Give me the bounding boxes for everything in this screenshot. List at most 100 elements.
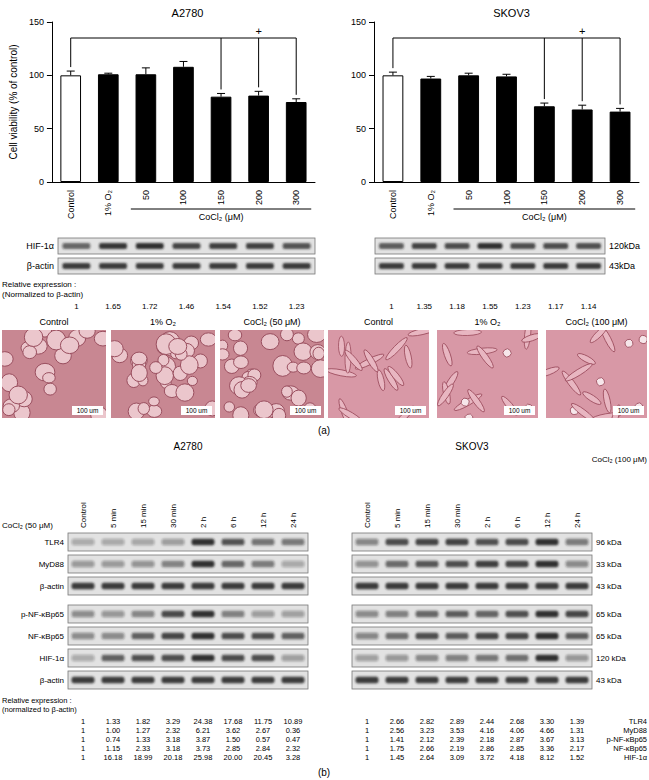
svg-text:2.44: 2.44 <box>480 717 495 726</box>
svg-text:Control: Control <box>39 317 68 327</box>
svg-text:300: 300 <box>615 190 625 205</box>
svg-text:33 kDa: 33 kDa <box>596 560 622 569</box>
svg-text:1.35: 1.35 <box>416 302 432 311</box>
svg-text:2.33: 2.33 <box>136 744 151 753</box>
svg-text:96 kDa: 96 kDa <box>596 538 622 547</box>
svg-text:100 um: 100 um <box>618 407 640 414</box>
svg-text:β-actin: β-actin <box>40 582 64 591</box>
svg-text:1.54: 1.54 <box>215 302 231 311</box>
svg-text:1: 1 <box>365 735 369 744</box>
svg-text:43kDa: 43kDa <box>609 261 635 271</box>
svg-text:2.85: 2.85 <box>510 744 525 753</box>
svg-text:3.28: 3.28 <box>286 753 301 762</box>
svg-text:HIF-1α: HIF-1α <box>39 654 64 663</box>
svg-text:2.82: 2.82 <box>420 717 435 726</box>
svg-text:(a): (a) <box>318 425 330 436</box>
svg-text:20.45: 20.45 <box>254 753 273 762</box>
svg-text:1: 1 <box>81 726 85 735</box>
svg-text:150: 150 <box>29 17 44 27</box>
svg-text:1% O₂: 1% O₂ <box>474 317 501 327</box>
svg-text:30 min: 30 min <box>453 504 462 528</box>
svg-text:100 um: 100 um <box>77 407 99 414</box>
svg-text:3.18: 3.18 <box>166 735 181 744</box>
svg-text:1.45: 1.45 <box>390 753 405 762</box>
svg-text:1: 1 <box>81 744 85 753</box>
svg-text:1.39: 1.39 <box>570 717 585 726</box>
svg-text:20.18: 20.18 <box>164 753 183 762</box>
svg-text:NF-κBp65: NF-κBp65 <box>613 744 647 753</box>
svg-text:Relative expression :: Relative expression : <box>2 696 72 705</box>
svg-text:1: 1 <box>365 726 369 735</box>
svg-text:TLR4: TLR4 <box>629 717 647 726</box>
svg-text:24 h: 24 h <box>573 512 582 528</box>
svg-text:CoCl₂ (100 μM): CoCl₂ (100 μM) <box>565 317 627 327</box>
svg-text:1.27: 1.27 <box>136 726 151 735</box>
svg-text:A2780: A2780 <box>174 441 203 452</box>
svg-text:2.66: 2.66 <box>390 717 405 726</box>
svg-text:24 h: 24 h <box>289 512 298 528</box>
svg-text:SKOV3: SKOV3 <box>455 441 489 452</box>
svg-text:2.32: 2.32 <box>286 744 301 753</box>
svg-text:43 kDa: 43 kDa <box>596 676 622 685</box>
svg-text:1.23: 1.23 <box>515 302 531 311</box>
svg-text:3.29: 3.29 <box>166 717 181 726</box>
svg-text:2.19: 2.19 <box>450 744 465 753</box>
svg-text:3.72: 3.72 <box>480 753 495 762</box>
svg-text:CoCl₂ (50 μM): CoCl₂ (50 μM) <box>2 521 53 530</box>
svg-text:150: 150 <box>216 190 226 205</box>
svg-text:1.55: 1.55 <box>482 302 498 311</box>
svg-text:1.50: 1.50 <box>226 735 241 744</box>
svg-text:1: 1 <box>365 753 369 762</box>
svg-text:3.67: 3.67 <box>540 735 555 744</box>
svg-text:2 h: 2 h <box>483 517 492 528</box>
svg-text:1: 1 <box>81 753 85 762</box>
svg-text:1.46: 1.46 <box>179 302 195 311</box>
svg-text:2.17: 2.17 <box>570 744 585 753</box>
svg-text:100: 100 <box>502 190 512 205</box>
svg-text:3.13: 3.13 <box>570 735 585 744</box>
svg-text:CoCl₂ (μM): CoCl₂ (μM) <box>199 212 244 222</box>
svg-text:3.62: 3.62 <box>226 726 241 735</box>
svg-text:5 min: 5 min <box>109 508 118 528</box>
svg-text:2.12: 2.12 <box>420 735 435 744</box>
svg-text:30 min: 30 min <box>169 504 178 528</box>
svg-text:2.64: 2.64 <box>420 753 435 762</box>
svg-text:5 min: 5 min <box>393 508 402 528</box>
svg-text:150: 150 <box>539 190 549 205</box>
svg-text:4.16: 4.16 <box>480 726 495 735</box>
svg-text:2.68: 2.68 <box>510 717 525 726</box>
svg-text:+: + <box>255 25 261 37</box>
svg-text:Cell viability (% of control): Cell viability (% of control) <box>8 44 19 159</box>
svg-text:1: 1 <box>365 744 369 753</box>
svg-text:1.00: 1.00 <box>106 726 121 735</box>
svg-text:3.36: 3.36 <box>540 744 555 753</box>
svg-text:20.00: 20.00 <box>224 753 243 762</box>
svg-text:50: 50 <box>34 124 44 134</box>
svg-text:p-NF-κBp65: p-NF-κBp65 <box>607 735 647 744</box>
svg-text:SKOV3: SKOV3 <box>493 7 530 19</box>
svg-text:3.73: 3.73 <box>196 744 211 753</box>
svg-text:120kDa: 120kDa <box>609 241 640 251</box>
svg-text:1.75: 1.75 <box>390 744 405 753</box>
svg-text:1% O₂: 1% O₂ <box>150 317 177 327</box>
svg-text:(b): (b) <box>318 767 330 778</box>
svg-text:β-actin: β-actin <box>40 676 64 685</box>
svg-text:0: 0 <box>39 177 44 187</box>
svg-text:2.67: 2.67 <box>256 726 271 735</box>
svg-text:120 kDa: 120 kDa <box>596 654 626 663</box>
svg-text:β-actin: β-actin <box>27 261 54 271</box>
svg-text:1.15: 1.15 <box>106 744 121 753</box>
svg-text:3.30: 3.30 <box>540 717 555 726</box>
svg-text:2.32: 2.32 <box>166 726 181 735</box>
svg-text:TLR4: TLR4 <box>44 538 64 547</box>
svg-text:MyD88: MyD88 <box>39 560 65 569</box>
svg-text:3.53: 3.53 <box>450 726 465 735</box>
svg-text:HIF-1α: HIF-1α <box>624 753 648 762</box>
svg-text:3.23: 3.23 <box>420 726 435 735</box>
svg-text:p-NF-κBp65: p-NF-κBp65 <box>21 610 65 619</box>
svg-text:3.09: 3.09 <box>450 753 465 762</box>
svg-text:1.31: 1.31 <box>570 726 585 735</box>
svg-text:200: 200 <box>254 190 264 205</box>
svg-text:6 h: 6 h <box>229 517 238 528</box>
svg-text:4.06: 4.06 <box>510 726 525 735</box>
